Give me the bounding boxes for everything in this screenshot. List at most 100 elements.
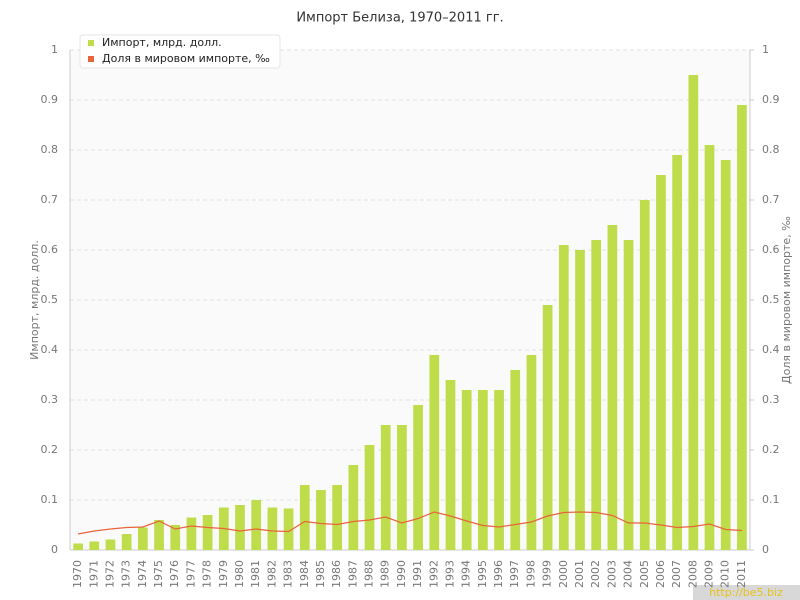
bar — [299, 485, 310, 550]
x-tick-label: 2007 — [670, 560, 683, 588]
y2-axis-label: Доля в мировом импорте, ‰ — [780, 216, 793, 384]
bar — [364, 445, 375, 550]
y2-tick-label: 0.7 — [762, 193, 780, 206]
bar — [316, 490, 326, 550]
x-tick-label: 1984 — [298, 560, 311, 588]
y2-tick-label: 0 — [762, 543, 769, 556]
bar — [445, 380, 456, 550]
bar — [429, 355, 440, 550]
bar — [737, 105, 747, 550]
y-tick-label: 0.6 — [41, 243, 59, 256]
y-tick-label: 0 — [51, 543, 58, 556]
bar — [461, 390, 472, 550]
bar — [672, 155, 682, 550]
bar — [121, 534, 132, 550]
chart-title: Импорт Белиза, 1970–2011 гг. — [296, 11, 503, 26]
bar — [89, 541, 100, 550]
x-tick-label: 2001 — [573, 560, 586, 588]
x-tick-label: 2002 — [589, 560, 602, 588]
y2-tick-label: 0.2 — [762, 443, 780, 456]
bar — [591, 240, 602, 550]
x-tick-label: 2003 — [605, 560, 618, 588]
x-tick-label: 1978 — [201, 560, 214, 588]
x-tick-label: 2009 — [703, 560, 716, 588]
x-tick-label: 2004 — [622, 560, 635, 588]
x-tick-label: 1989 — [379, 560, 392, 588]
bar — [138, 527, 148, 550]
x-tick-label: 1983 — [282, 560, 295, 588]
x-tick-label: 1982 — [265, 560, 278, 588]
legend-swatch — [88, 56, 94, 62]
bar — [607, 225, 618, 550]
bar — [656, 175, 666, 550]
x-tick-label: 1997 — [508, 560, 521, 588]
x-tick-label: 1992 — [427, 560, 440, 588]
bar — [105, 539, 116, 550]
x-tick-label: 1979 — [217, 560, 230, 588]
bar — [542, 305, 553, 550]
bar — [510, 370, 521, 550]
y-tick-label: 0.9 — [41, 93, 59, 106]
x-tick-label: 1987 — [346, 560, 359, 588]
x-tick-label: 1993 — [443, 560, 456, 588]
x-tick-label: 1995 — [476, 560, 489, 588]
x-tick-label: 1972 — [103, 560, 116, 588]
watermark: http://be5.biz — [709, 586, 783, 599]
bar — [380, 425, 391, 550]
legend-label: Доля в мировом импорте, ‰ — [102, 52, 270, 65]
x-tick-label: 1976 — [168, 560, 181, 588]
y-tick-label: 0.5 — [41, 293, 59, 306]
y2-tick-label: 0.4 — [762, 343, 780, 356]
x-tick-label: 1970 — [71, 560, 84, 588]
bar — [267, 507, 278, 550]
x-tick-label: 2011 — [735, 560, 748, 588]
bar — [202, 515, 213, 550]
watermark-bg — [693, 585, 800, 600]
bar — [688, 75, 699, 550]
y-tick-label: 0.8 — [41, 143, 59, 156]
bar — [170, 525, 181, 550]
bar — [623, 240, 634, 550]
bar — [73, 543, 83, 550]
x-tick-label: 1980 — [233, 560, 246, 588]
y2-tick-label: 0.9 — [762, 93, 780, 106]
legend-label: Импорт, млрд. долл. — [102, 36, 222, 49]
y2-tick-label: 0.5 — [762, 293, 780, 306]
bar — [478, 390, 488, 550]
bar — [639, 200, 650, 550]
y-tick-label: 0.3 — [41, 393, 59, 406]
bar — [186, 517, 197, 550]
bar — [494, 390, 504, 550]
y2-tick-label: 1 — [762, 43, 769, 56]
y-tick-label: 1 — [51, 43, 58, 56]
x-tick-label: 1981 — [249, 560, 262, 588]
bar — [251, 500, 262, 550]
x-tick-label: 1996 — [492, 560, 505, 588]
x-tick-label: 1986 — [330, 560, 343, 588]
x-tick-label: 2005 — [638, 560, 651, 588]
x-tick-label: 1999 — [541, 560, 554, 588]
y-axis-label: Импорт, млрд. долл. — [28, 240, 41, 360]
y-tick-label: 0.4 — [41, 343, 59, 356]
bar — [154, 520, 164, 550]
x-tick-label: 2010 — [719, 560, 732, 588]
bar — [558, 245, 569, 550]
x-tick-label: 1974 — [136, 560, 149, 588]
x-tick-label: 2008 — [686, 560, 699, 588]
bar — [575, 250, 585, 550]
y2-tick-label: 0.3 — [762, 393, 780, 406]
x-tick-label: 1975 — [152, 560, 165, 588]
x-tick-label: 1977 — [184, 560, 197, 588]
x-tick-label: 1988 — [363, 560, 376, 588]
bar — [526, 355, 537, 550]
bar — [413, 405, 423, 550]
line — [77, 511, 742, 535]
x-tick-label: 2006 — [654, 560, 667, 588]
y-tick-label: 0.2 — [41, 443, 59, 456]
bar — [720, 160, 731, 550]
x-tick-label: 1971 — [87, 560, 100, 588]
bar — [332, 485, 342, 550]
x-tick-label: 1985 — [314, 560, 327, 588]
bar — [704, 145, 715, 550]
